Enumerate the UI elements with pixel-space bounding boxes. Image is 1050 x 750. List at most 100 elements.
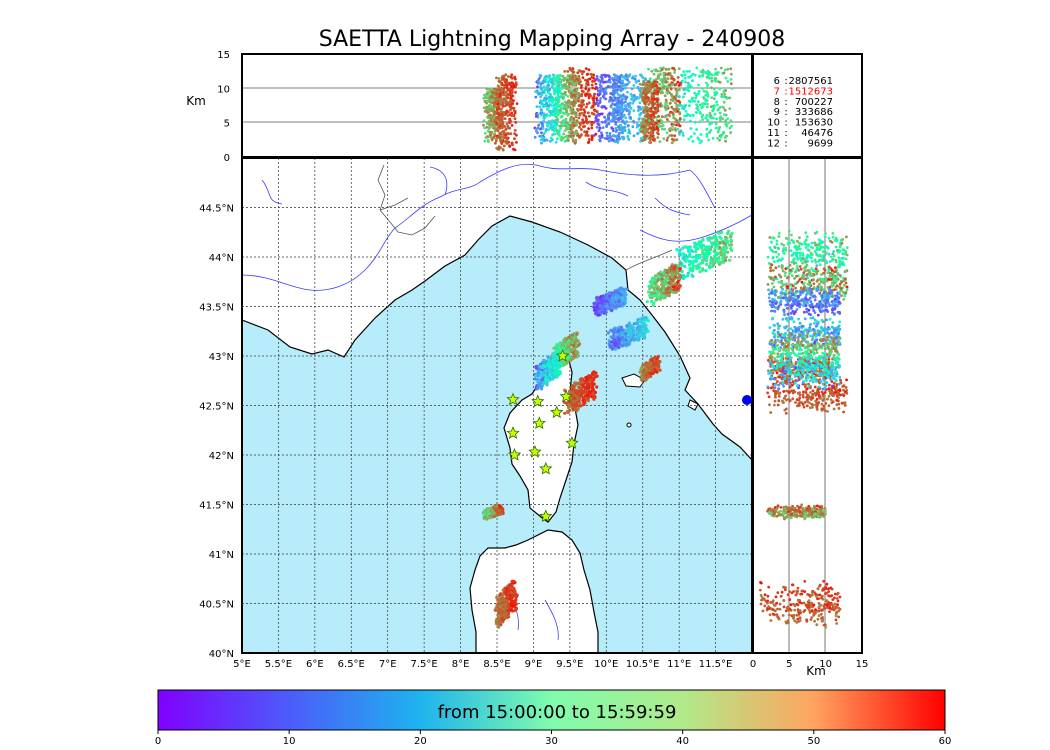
svg-text::: : [784, 107, 787, 118]
station-stats-panel: 6:28075617:15126738:7002279:33368610:153… [752, 53, 863, 158]
svg-text:9699: 9699 [808, 138, 833, 149]
station-count-row: 6:2807561 [774, 76, 833, 87]
lon-tick-label: 11°E [667, 659, 691, 670]
altitude-axis-ticks: 0 5 10 15 [217, 50, 230, 164]
map-points [481, 229, 734, 629]
lightning-cluster-altitude [482, 87, 505, 145]
side-tick-label: 5 [786, 659, 792, 670]
lightning-cluster [638, 354, 662, 382]
svg-text:2807561: 2807561 [788, 76, 833, 87]
svg-text::: : [784, 97, 787, 108]
colorbar-tick-label: 50 [807, 736, 820, 747]
lat-tick-label: 44.5°N [199, 204, 234, 215]
side-tick-label: 15 [856, 659, 869, 670]
lightning-cluster [592, 286, 629, 317]
lightning-cluster-latitude [758, 579, 842, 629]
side-axis-ticks: 0 5 10 15 [750, 659, 869, 670]
altitude-longitude-panel: Km 0 5 10 15 [186, 50, 753, 164]
svg-text:1512673: 1512673 [788, 86, 833, 97]
lon-tick-label: 10°E [594, 659, 618, 670]
colorbar-tick-label: 40 [676, 736, 689, 747]
altitude-latitude-panel: 0 5 10 15 Km [742, 157, 869, 678]
station-count-row: 9:333686 [774, 107, 833, 118]
station-star-icon [506, 426, 520, 439]
colorbar-gradient [157, 689, 946, 731]
station-count-row: 8:700227 [774, 97, 833, 108]
lon-tick-label: 8.5°E [483, 659, 510, 670]
svg-text::: : [784, 128, 787, 139]
svg-text:7: 7 [774, 86, 780, 97]
lightning-cluster [481, 503, 505, 521]
lon-tick-label: 6.5°E [338, 659, 365, 670]
lon-tick-label: 9°E [525, 659, 543, 670]
side-tick-label: 0 [750, 659, 756, 670]
altitude-tick-label: 5 [224, 119, 230, 130]
station-count-row: 12: 9699 [767, 138, 833, 149]
lightning-cluster-latitude [766, 370, 849, 415]
lon-tick-label: 7.5°E [411, 659, 438, 670]
station-star-icon [528, 444, 542, 458]
station-star-icon [559, 389, 573, 403]
colorbar-tick-label: 10 [283, 736, 296, 747]
station-star-icon [506, 392, 520, 406]
station-count-row: 7:1512673 [774, 86, 833, 97]
altitude-axis-label: Km [186, 94, 206, 108]
altitude-tick-label: 10 [217, 84, 230, 95]
lat-tick-label: 43.5°N [199, 303, 234, 314]
svg-text:10: 10 [767, 118, 780, 129]
lightning-cluster-altitude [638, 80, 662, 144]
map-panel: 5°E 5.5°E 6°E 6.5°E 7°E 7.5°E 8°E 8.5°E 9°E 9.5°E… [199, 157, 753, 671]
lightning-cluster-latitude [767, 286, 842, 317]
colorbar: from 15:00:00 to 15:59:59 0 10 20 30 40 50 60 [155, 689, 952, 747]
svg-text:700227: 700227 [795, 97, 833, 108]
lightning-cluster-altitude [645, 66, 682, 145]
lat-tick-label: 42°N [209, 451, 234, 462]
lightning-cluster-latitude [766, 503, 827, 521]
lightning-cluster [493, 579, 519, 629]
svg-text::: : [784, 86, 787, 97]
altitude-tick-label: 15 [217, 50, 230, 61]
borders [377, 164, 673, 271]
side-axis-label: Km [806, 664, 826, 678]
lightning-cluster-latitude [768, 316, 842, 351]
lat-tick-label: 40.5°N [199, 600, 234, 611]
lightning-cluster [645, 261, 683, 307]
side-tick-label: 10 [819, 659, 832, 670]
lon-tick-label: 6°E [306, 659, 324, 670]
origin-marker [742, 395, 752, 405]
svg-text:333686: 333686 [795, 107, 833, 118]
lightning-cluster-altitude [592, 73, 628, 144]
lon-tick-label: 8°E [452, 659, 470, 670]
svg-text:46476: 46476 [801, 128, 833, 139]
figure-title: SAETTA Lightning Mapping Array - 240908 [319, 27, 786, 52]
lon-tick-label: 5°E [233, 659, 251, 670]
lat-tick-label: 41.5°N [199, 501, 234, 512]
svg-text:153630: 153630 [795, 118, 833, 129]
map-grid [242, 158, 752, 653]
lat-tick-label: 43°N [209, 352, 234, 363]
lon-tick-label: 7°E [379, 659, 397, 670]
lightning-cluster-altitude [493, 73, 519, 152]
lightning-cluster [675, 229, 734, 281]
lightning-cluster [533, 351, 563, 391]
lat-tick-label: 42.5°N [199, 402, 234, 413]
svg-text:12: 12 [767, 138, 780, 149]
svg-text:11: 11 [767, 128, 780, 139]
colorbar-tick-label: 20 [414, 736, 427, 747]
lightning-cluster-latitude [766, 229, 849, 281]
lon-tick-label: 10.5°E [626, 659, 660, 670]
lon-tick-label: 9.5°E [556, 659, 583, 670]
colorbar-tick-label: 60 [939, 736, 952, 747]
svg-text::: : [784, 76, 787, 87]
svg-text::: : [784, 118, 787, 129]
station-star-icon [532, 416, 546, 430]
top-points [482, 66, 734, 152]
colorbar-tick-label: 0 [155, 736, 161, 747]
svg-text::: : [784, 138, 787, 149]
lightning-cluster-latitude [766, 351, 842, 391]
colorbar-label: from 15:00:00 to 15:59:59 [438, 702, 677, 723]
colorbar-ticks: 0 10 20 30 40 50 60 [155, 730, 952, 747]
lat-tick-label: 40°N [209, 649, 234, 660]
map-axis-ticks: 5°E 5.5°E 6°E 6.5°E 7°E 7.5°E 8°E 8.5°E 9°E 9.5°E… [199, 204, 732, 671]
